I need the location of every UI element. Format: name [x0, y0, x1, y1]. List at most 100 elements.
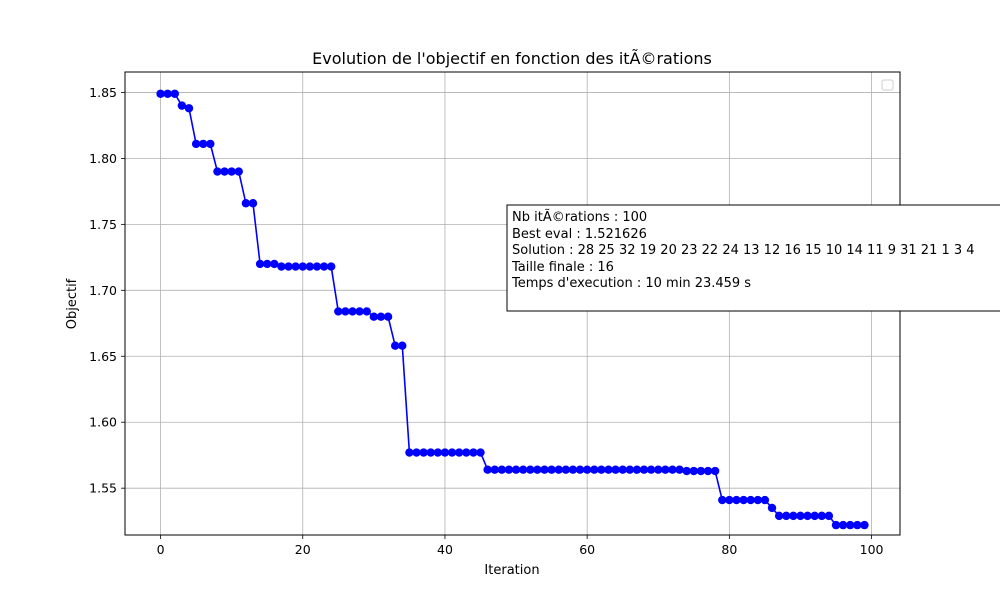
data-point [767, 503, 777, 513]
data-point [511, 465, 521, 474]
data-point [590, 465, 599, 474]
data-point [376, 312, 386, 321]
data-point [753, 495, 762, 505]
data-point [170, 89, 179, 98]
data-point [398, 341, 407, 350]
data-point [348, 307, 357, 316]
data-point [803, 511, 812, 521]
data-point [277, 262, 286, 271]
data-point [710, 466, 720, 476]
data-point [689, 466, 699, 476]
data-point [291, 262, 300, 271]
data-point [796, 511, 805, 521]
info-line-iterations: Nb itÃ©rations : 100 [512, 209, 647, 225]
chart-title: Evolution de l'objectif en fonction des … [312, 49, 712, 68]
data-point [227, 167, 236, 176]
data-point [540, 465, 549, 474]
data-point [853, 520, 862, 530]
data-point [234, 167, 243, 176]
data-point [782, 511, 791, 521]
data-point [682, 466, 691, 476]
data-point [412, 448, 421, 457]
data-point [732, 495, 741, 505]
data-point [462, 448, 471, 457]
data-point [817, 511, 826, 521]
data-point [846, 520, 855, 530]
data-point [255, 259, 265, 269]
data-point [831, 520, 841, 530]
info-box: Nb itÃ©rations : 100 Best eval : 1.52162… [506, 204, 1000, 312]
data-point [497, 465, 507, 474]
data-point [725, 495, 734, 505]
data-point [419, 448, 428, 457]
data-point [184, 104, 194, 113]
data-point [746, 495, 755, 505]
data-point [206, 139, 215, 149]
data-point [298, 262, 307, 271]
data-point [341, 307, 350, 316]
data-point [483, 465, 492, 474]
y-tick-label: 1.75 [89, 217, 117, 232]
x-axis-label: Iteration [484, 563, 539, 578]
x-tick-label: 0 [157, 542, 165, 557]
data-point [860, 520, 869, 530]
data-point [326, 262, 336, 271]
legend-box [881, 79, 894, 91]
data-point [213, 167, 222, 176]
data-point [703, 466, 713, 476]
data-point [362, 307, 371, 316]
data-point [646, 465, 656, 474]
data-point [454, 448, 464, 457]
data-point [248, 199, 258, 208]
data-point [611, 465, 620, 474]
data-point [241, 199, 251, 208]
data-point [575, 465, 585, 474]
data-point [838, 520, 848, 530]
data-point [518, 465, 528, 474]
data-point [675, 465, 684, 474]
data-point [476, 448, 485, 457]
data-point [220, 167, 229, 176]
info-line-solution: Solution : 28 25 32 19 20 23 22 24 13 12… [512, 243, 975, 258]
data-point [199, 139, 208, 149]
y-tick-label: 1.65 [89, 349, 117, 364]
data-point [312, 262, 322, 271]
data-point [668, 465, 677, 474]
data-point [284, 262, 293, 271]
y-axis-label: Objectif [65, 278, 80, 329]
data-point [639, 465, 649, 474]
data-point [554, 465, 563, 474]
data-point [760, 495, 770, 505]
x-tick-label: 60 [579, 542, 595, 557]
data-point [604, 465, 613, 474]
data-point [774, 511, 784, 521]
data-point [696, 466, 706, 476]
data-point [654, 465, 663, 474]
data-point [810, 511, 819, 521]
y-tick-label: 1.55 [89, 481, 117, 496]
data-point [533, 465, 542, 474]
data-point [597, 465, 606, 474]
data-point [163, 89, 172, 98]
data-point [568, 465, 578, 474]
data-point [334, 307, 343, 316]
data-point [447, 448, 457, 457]
data-point [824, 511, 834, 521]
axis-ticks: 0 20 40 60 80 100 1.55 1.60 1.65 1.70 1.75 1.80 1.85 [89, 85, 883, 557]
data-point [355, 307, 364, 316]
data-point [369, 312, 379, 321]
data-point [632, 465, 642, 474]
info-line-exec-time: Temps d'execution : 10 min 23.459 s [511, 276, 751, 291]
y-tick-label: 1.70 [89, 283, 117, 298]
data-point [661, 465, 670, 474]
data-point [390, 341, 400, 350]
info-line-final-size: Taille finale : 16 [511, 260, 614, 275]
data-point [490, 465, 499, 474]
data-point [739, 495, 748, 505]
data-point [504, 465, 514, 474]
x-tick-label: 40 [437, 542, 453, 557]
info-line-best-eval: Best eval : 1.521626 [512, 227, 647, 242]
data-point [625, 465, 635, 474]
data-point [718, 495, 727, 505]
